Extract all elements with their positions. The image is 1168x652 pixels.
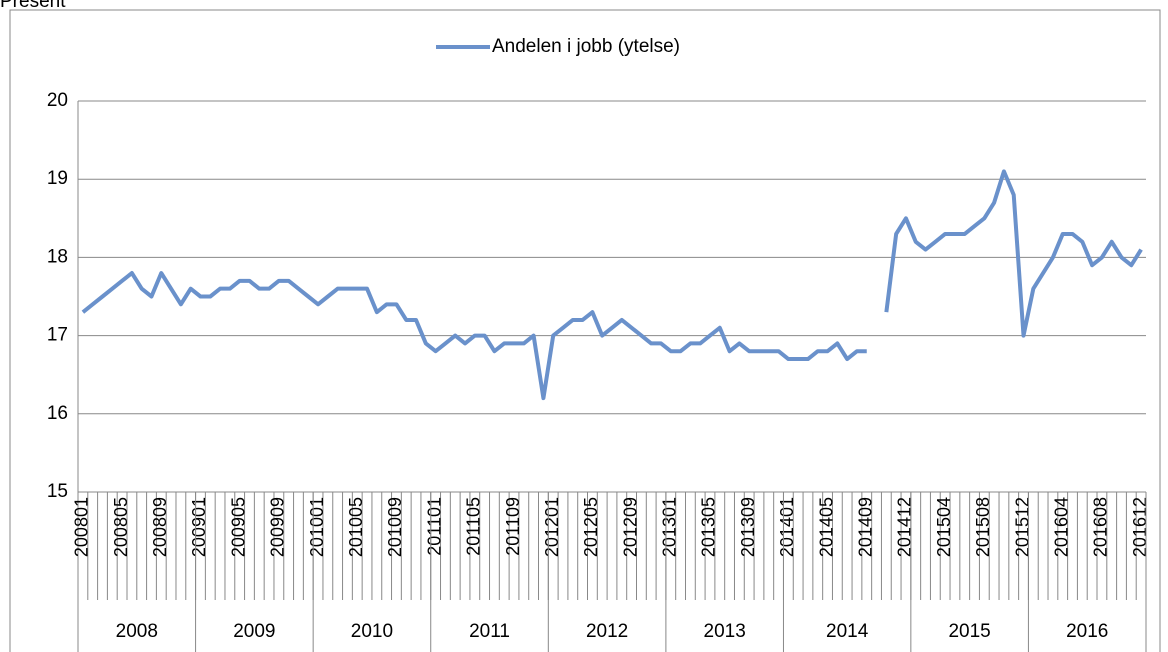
x-tick-label: 201009 (385, 497, 405, 557)
y-tick-label: 15 (47, 481, 68, 502)
x-tick-label: 200801 (72, 497, 92, 557)
x-tick-label: 201101 (424, 497, 444, 556)
y-tick-label: 20 (47, 90, 68, 111)
chart-frame (9, 9, 1161, 652)
x-tick-label: 201209 (620, 497, 640, 557)
group-label: 2010 (351, 621, 393, 642)
x-tick-label: 200901 (189, 497, 209, 557)
x-tick-label: 201508 (973, 497, 993, 557)
y-tick-label: 19 (47, 168, 68, 189)
legend-label: Andelen i jobb (ytelse) (492, 36, 680, 57)
series-line (884, 169, 1143, 338)
group-label: 2015 (948, 621, 990, 642)
x-tick-label: 201301 (660, 497, 680, 557)
x-tick-label: 200909 (268, 497, 288, 557)
group-label: 2014 (826, 621, 869, 642)
x-tick-label: 201305 (699, 497, 719, 557)
x-tick-label: 200905 (228, 497, 248, 557)
x-tick-label: 201309 (738, 497, 758, 557)
group-label: 2008 (116, 621, 158, 642)
x-tick-label: 201612 (1130, 497, 1150, 557)
x-tick-label: 201109 (503, 497, 523, 556)
group-label: 2012 (586, 621, 628, 642)
x-tick-label: 201512 (1012, 497, 1032, 557)
group-label: 2011 (469, 621, 510, 642)
x-tick-label: 200805 (111, 497, 131, 557)
x-tick-label: 201105 (464, 497, 484, 556)
group-label: 2016 (1066, 621, 1108, 642)
group-label: 2009 (233, 621, 275, 642)
x-tick-label: 201604 (1051, 497, 1071, 557)
y-tick-label: 16 (47, 403, 68, 424)
x-tick-label: 201001 (307, 497, 327, 557)
x-tick-label: 201401 (777, 497, 797, 557)
group-label: 2013 (704, 621, 746, 642)
y-tick-label: 18 (47, 246, 68, 267)
x-tick-label: 201409 (856, 497, 876, 557)
x-tick-label: 200809 (150, 497, 170, 557)
x-tick-label: 201205 (581, 497, 601, 557)
y-tick-label: 17 (47, 325, 68, 346)
x-tick-label: 201201 (542, 497, 562, 557)
x-tick-label: 201005 (346, 497, 366, 557)
x-tick-label: 201608 (1091, 497, 1111, 557)
chart-title: Present (0, 0, 66, 12)
x-tick-label: 201412 (895, 497, 915, 557)
x-tick-label: 201504 (934, 497, 954, 557)
series-line (81, 271, 867, 401)
x-tick-label: 201405 (816, 497, 836, 557)
